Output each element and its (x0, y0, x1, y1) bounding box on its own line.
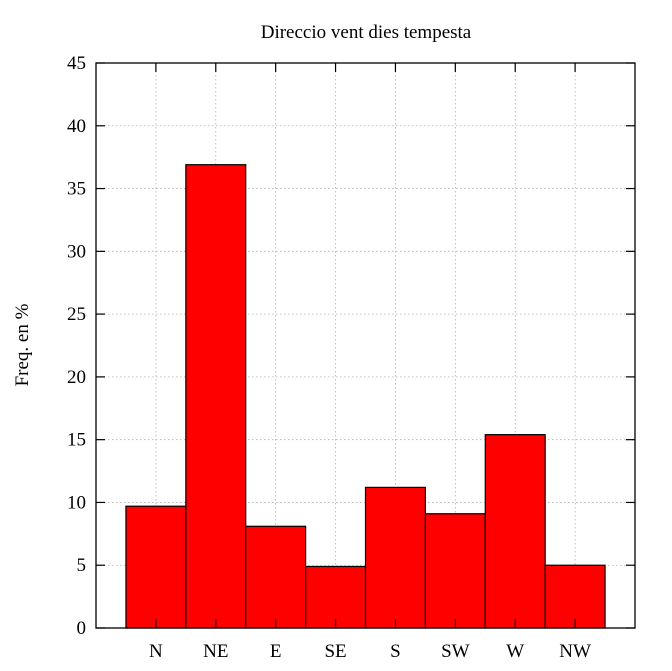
x-tick-label-ne: NE (203, 641, 228, 662)
y-tick-label: 0 (77, 618, 87, 639)
plot-frame (95, 62, 636, 629)
y-tick-label: 25 (67, 304, 86, 325)
bar-se (305, 565, 367, 629)
bar-w (484, 434, 546, 629)
y-tick-label: 5 (77, 555, 87, 576)
bars (125, 164, 606, 629)
x-tick-label-e: E (270, 641, 282, 662)
y-tick-label: 35 (67, 179, 86, 200)
y-tick-label: 30 (67, 241, 86, 262)
y-axis-ticks: 0 5 10 15 20 25 30 35 40 45 (67, 53, 635, 639)
x-tick-label-w: W (506, 641, 524, 662)
y-tick-label: 15 (67, 430, 86, 451)
bar-ne (185, 164, 247, 629)
x-tick-label-se: SE (324, 641, 346, 662)
x-axis-ticks: N NE E SE S SW W NW (149, 63, 591, 662)
x-tick-label-n: N (149, 641, 163, 662)
y-axis-label: Freq. en % (12, 303, 33, 386)
bar-s (364, 486, 426, 629)
y-tick-label: 10 (67, 492, 86, 513)
x-tick-label-s: S (390, 641, 401, 662)
x-tick-label-sw: SW (441, 641, 470, 662)
bar-n (125, 505, 187, 629)
x-tick-label-nw: NW (559, 641, 591, 662)
bar-e (245, 525, 307, 629)
y-tick-label: 40 (67, 116, 86, 137)
chart-title: Direccio vent dies tempesta (261, 22, 472, 43)
y-tick-label: 45 (67, 53, 86, 74)
bar-sw (424, 513, 486, 629)
y-tick-label: 20 (67, 367, 86, 388)
bar-nw (544, 564, 606, 629)
